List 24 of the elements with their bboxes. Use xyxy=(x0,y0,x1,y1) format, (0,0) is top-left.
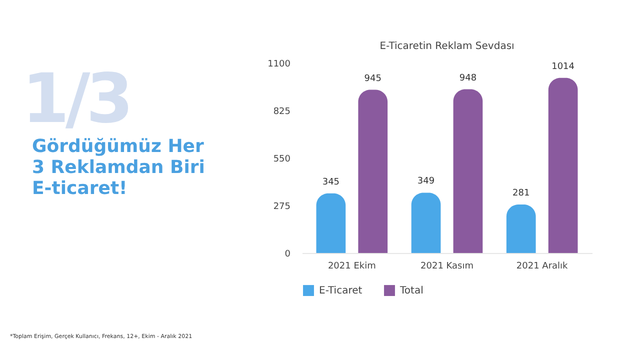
y-tick-label: 825 xyxy=(273,107,290,117)
data-label: 945 xyxy=(364,74,382,84)
bar xyxy=(316,193,346,253)
y-tick-label: 1100 xyxy=(268,60,291,70)
bar xyxy=(506,204,536,253)
data-label: 345 xyxy=(322,177,340,188)
bar xyxy=(411,192,441,253)
y-tick-label: 550 xyxy=(273,154,291,164)
data-label: 948 xyxy=(459,73,477,84)
x-tick-label: 2021 Kasım xyxy=(420,262,474,272)
text: Gördüğümüz Her 3 Reklamdan Biri E-ticaret! xyxy=(32,136,206,199)
bar xyxy=(548,78,578,253)
data-label: 1014 xyxy=(552,62,575,72)
bar xyxy=(358,90,388,253)
bar xyxy=(453,89,483,253)
legend-label: Total xyxy=(399,286,424,297)
legend-label: E-Ticaret xyxy=(319,286,362,297)
y-tick-label: 275 xyxy=(273,202,290,212)
x-tick-label: 2021 Aralık xyxy=(516,262,569,272)
x-tick-label: 2021 Ekim xyxy=(328,262,376,272)
data-label: 349 xyxy=(417,176,435,187)
y-tick-label: 0 xyxy=(284,250,291,260)
chart-title: E-Ticaretin Reklam Sevdası xyxy=(380,41,514,52)
data-label: 281 xyxy=(512,188,530,198)
